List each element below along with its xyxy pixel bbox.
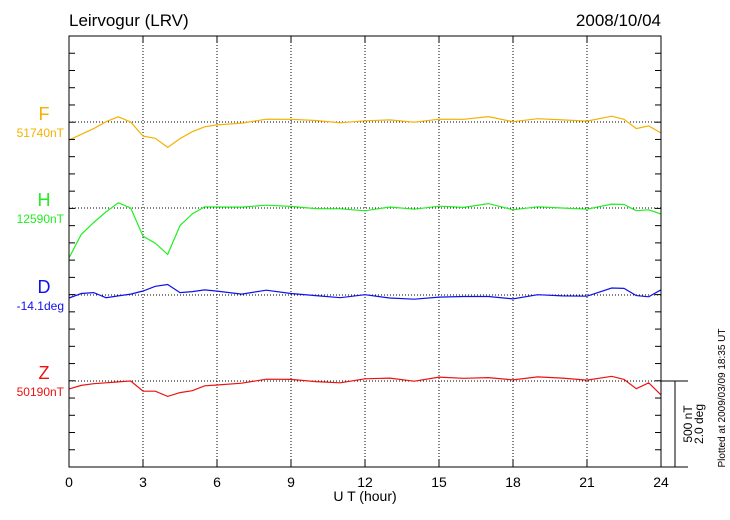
series-group bbox=[68, 115, 662, 398]
series-baseline-d: -14.1deg bbox=[17, 299, 64, 313]
series-line-d bbox=[68, 283, 662, 300]
plotted-note: Plotted at 2009/03/09 18:35 UT bbox=[717, 329, 728, 468]
scale-bar: 500 nT 2.0 deg bbox=[661, 380, 706, 468]
grid bbox=[69, 36, 661, 467]
chart-date: 2008/10/04 bbox=[576, 11, 661, 30]
scale-nt-label: 500 nT bbox=[681, 405, 695, 443]
series-name-h: H bbox=[38, 190, 51, 210]
series-name-f: F bbox=[39, 104, 50, 124]
series-name-z: Z bbox=[39, 363, 50, 383]
series-line-h bbox=[68, 202, 662, 259]
x-tick-label: 6 bbox=[213, 474, 221, 490]
x-tick-label: 12 bbox=[357, 474, 373, 490]
x-tick-label: 15 bbox=[431, 474, 447, 490]
scale-deg-label: 2.0 deg bbox=[692, 404, 706, 444]
x-axis-label: U T (hour) bbox=[333, 488, 396, 504]
x-tick-label: 21 bbox=[579, 474, 595, 490]
series-baseline-f: 51740nT bbox=[17, 126, 65, 140]
series-baseline-h: 12590nT bbox=[17, 212, 65, 226]
axes: 0 3 6 9 12 15 18 21 24 F 51740nT H 12590nT D -14.1deg Z… bbox=[17, 36, 669, 490]
series-line-z bbox=[68, 375, 662, 398]
x-tick-label: 0 bbox=[65, 474, 73, 490]
chart-title: Leirvogur (LRV) bbox=[69, 11, 189, 30]
series-name-d: D bbox=[38, 277, 51, 297]
x-tick-label: 18 bbox=[505, 474, 521, 490]
x-tick-label: 24 bbox=[653, 474, 669, 490]
series-baseline-z: 50190nT bbox=[17, 385, 65, 399]
x-tick-label: 9 bbox=[287, 474, 295, 490]
series-line-f bbox=[68, 115, 662, 149]
x-tick-label: 3 bbox=[139, 474, 147, 490]
